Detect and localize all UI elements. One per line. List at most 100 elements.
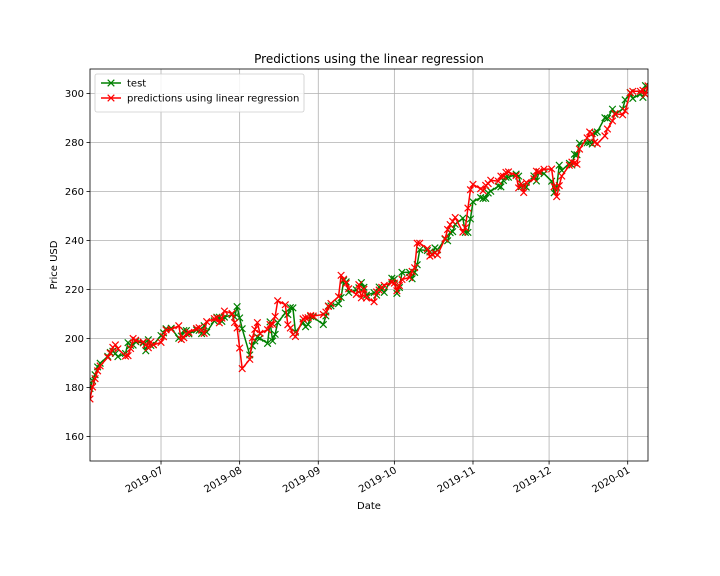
y-tick-label: 240 [65, 236, 84, 247]
data-point-marker [555, 181, 563, 190]
data-point-marker [238, 364, 246, 373]
data-point-marker [593, 128, 601, 136]
series-predictions [90, 82, 648, 403]
data-point-marker [408, 267, 416, 276]
y-tick-label: 220 [65, 285, 84, 296]
data-point-marker [629, 87, 637, 96]
data-point-marker [248, 334, 257, 342]
data-point-marker [175, 322, 183, 330]
data-point-marker [575, 145, 584, 153]
data-point-marker [334, 299, 343, 308]
data-point-marker [271, 330, 279, 339]
x-axis-title: Date [357, 501, 381, 512]
data-point-marker [131, 336, 140, 344]
data-point-marker [530, 175, 538, 183]
data-point-marker [621, 107, 629, 115]
data-point-marker [149, 341, 158, 349]
data-point-marker [466, 215, 475, 223]
data-point-marker [309, 312, 317, 320]
data-point-marker [629, 94, 637, 103]
data-point-marker [246, 355, 254, 364]
data-point-marker [271, 312, 279, 321]
data-point-marker [497, 172, 505, 180]
data-point-marker [319, 320, 328, 329]
data-point-marker [410, 263, 419, 272]
data-point-marker [413, 239, 421, 247]
data-point-marker [218, 314, 226, 322]
data-point-marker [552, 192, 561, 201]
data-point-marker [608, 105, 617, 113]
data-point-marker [144, 344, 153, 352]
data-point-marker [484, 179, 492, 188]
data-point-marker [104, 353, 112, 362]
data-point-marker [519, 188, 528, 197]
data-point-marker [291, 332, 300, 341]
data-point-marker [618, 111, 627, 119]
legend-box [94, 73, 305, 113]
data-point-marker [466, 186, 475, 194]
legend: test predictions using linear regression [94, 73, 305, 113]
data-point-marker [167, 324, 175, 332]
data-point-marker [393, 287, 401, 295]
data-point-marker [487, 176, 495, 184]
data-point-marker [268, 337, 277, 345]
data-point-marker [370, 298, 378, 306]
data-point-marker [380, 281, 388, 290]
data-point-marker [601, 132, 609, 140]
legend-marker [107, 79, 115, 87]
plot-frame [89, 68, 649, 462]
data-point-marker [481, 194, 490, 203]
data-point-marker [601, 114, 609, 122]
data-point-marker [588, 129, 596, 138]
data-point-marker [286, 324, 295, 332]
data-point-marker [583, 134, 591, 142]
data-point-marker [360, 283, 368, 292]
data-point-marker [555, 161, 563, 170]
data-point-marker [644, 82, 648, 90]
data-point-marker [573, 160, 581, 169]
data-point-marker [96, 362, 104, 370]
data-point-marker [443, 225, 452, 234]
data-point-marker [608, 117, 617, 125]
data-point-marker [215, 319, 224, 327]
data-point-marker [273, 318, 282, 327]
data-point-marker [327, 299, 335, 308]
data-point-marker [502, 168, 510, 177]
data-point-marker [603, 125, 612, 133]
data-point-marker [352, 290, 361, 299]
data-point-marker [393, 289, 401, 298]
data-point-marker [253, 318, 262, 327]
data-point-marker [334, 292, 343, 301]
data-point-marker [268, 320, 277, 329]
data-point-marker [251, 325, 259, 334]
data-point-marker [233, 302, 241, 311]
data-point-marker [344, 285, 353, 293]
data-point-marker [398, 268, 406, 277]
data-point-marker [469, 180, 477, 189]
data-point-marker [91, 374, 99, 383]
data-point-marker [388, 278, 396, 287]
data-point-marker [362, 294, 371, 302]
data-point-marker [540, 165, 548, 173]
data-point-marker [301, 314, 310, 322]
data-point-marker [121, 352, 130, 360]
y-axis: 160 180 200 220 240 260 280 300 [65, 89, 90, 443]
y-tick-label: 200 [65, 334, 84, 345]
data-point-marker [96, 359, 104, 367]
data-point-marker [167, 325, 175, 334]
data-point-marker [202, 317, 211, 326]
legend-label: test [127, 79, 146, 90]
data-point-marker [281, 300, 290, 309]
y-tick-label: 260 [65, 187, 84, 198]
data-point-marker [327, 302, 335, 310]
data-point-marker [636, 87, 645, 96]
data-point-marker [157, 338, 165, 347]
data-point-marker [106, 349, 115, 357]
data-point-marker [522, 178, 530, 187]
data-point-marker [93, 367, 102, 375]
data-point-marker [286, 303, 295, 312]
data-point-marker [603, 114, 612, 123]
data-point-marker [423, 244, 432, 253]
data-point-marker [416, 246, 424, 254]
